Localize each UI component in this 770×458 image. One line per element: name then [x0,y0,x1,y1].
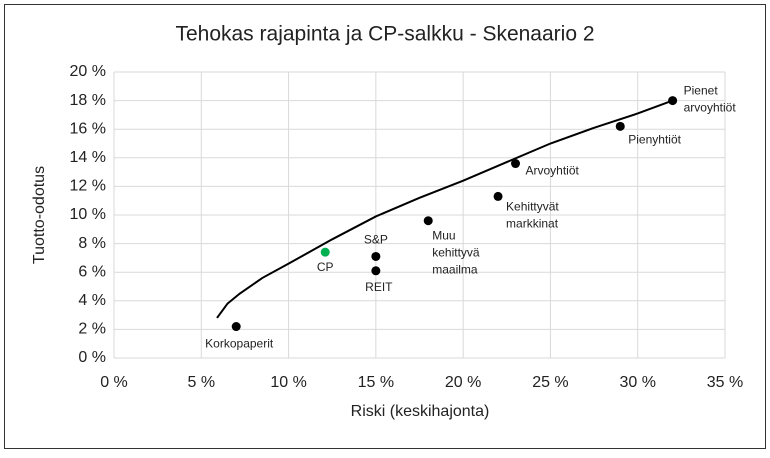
data-point [371,251,381,261]
point-label-line: Muu [432,229,455,243]
point-label: REIT [365,280,393,294]
data-point [423,216,433,226]
x-tick-label: 0 % [100,374,128,391]
x-tick-label: 5 % [187,374,215,391]
point-label: Pienyhtiöt [628,133,681,147]
y-tick-label: 16 % [70,120,106,137]
y-tick-label: 20 % [70,63,106,80]
data-point [668,96,678,106]
x-tick-label: 15 % [358,374,394,391]
point-label: Korkopaperit [205,337,274,351]
point-label: S&P [364,233,388,247]
point-label: Muu kehittyvä maailma [432,229,480,277]
point-label-line: markkinat [506,217,559,231]
y-tick-label: 6 % [78,263,106,280]
point-label-line: Kehittyvät [506,200,559,214]
y-tick-label: 4 % [78,292,106,309]
y-tick-label: 14 % [70,149,106,166]
point-label-line: REIT [365,280,393,294]
data-point [371,266,381,276]
y-axis-title: Tuotto-odotus [31,166,48,264]
y-tick-label: 8 % [78,235,106,252]
chart-border [4,4,766,449]
point-label-line: Korkopaperit [205,337,274,351]
point-label-line: Arvoyhtiöt [526,164,580,178]
point-label-line: Pienyhtiöt [628,133,681,147]
point-label: Pienet arvoyhtiöt [684,84,737,115]
chart-title: Tehokas rajapinta ja CP-salkku - Skenaar… [175,23,594,46]
y-tick-label: 0 % [78,349,106,366]
x-tick-label: 35 % [707,374,743,391]
x-tick-label: 30 % [619,374,655,391]
y-tick-label: 2 % [78,321,106,338]
x-tick-label: 10 % [270,374,306,391]
point-label-line: S&P [364,233,388,247]
point-label-line: kehittyvä [432,246,480,260]
point-label: Kehittyvät markkinat [506,200,559,231]
x-tick-label: 20 % [445,374,481,391]
data-point [511,159,521,169]
frontier-line [216,99,673,319]
x-axis-title: Riski (keskihajonta) [351,403,490,420]
x-tick-label: 25 % [532,374,568,391]
y-tick-label: 12 % [70,178,106,195]
data-point [493,191,503,201]
data-point [615,121,625,131]
point-label-line: CP [317,260,334,274]
y-tick-label: 10 % [70,206,106,223]
point-label-line: maailma [432,263,478,277]
y-tick-label: 18 % [70,92,106,109]
point-label-line: arvoyhtiöt [684,101,737,115]
data-point [231,322,241,332]
point-label: CP [317,260,334,274]
data-point [320,247,330,257]
point-label-line: Pienet [684,84,719,98]
point-label: Arvoyhtiöt [526,164,580,178]
